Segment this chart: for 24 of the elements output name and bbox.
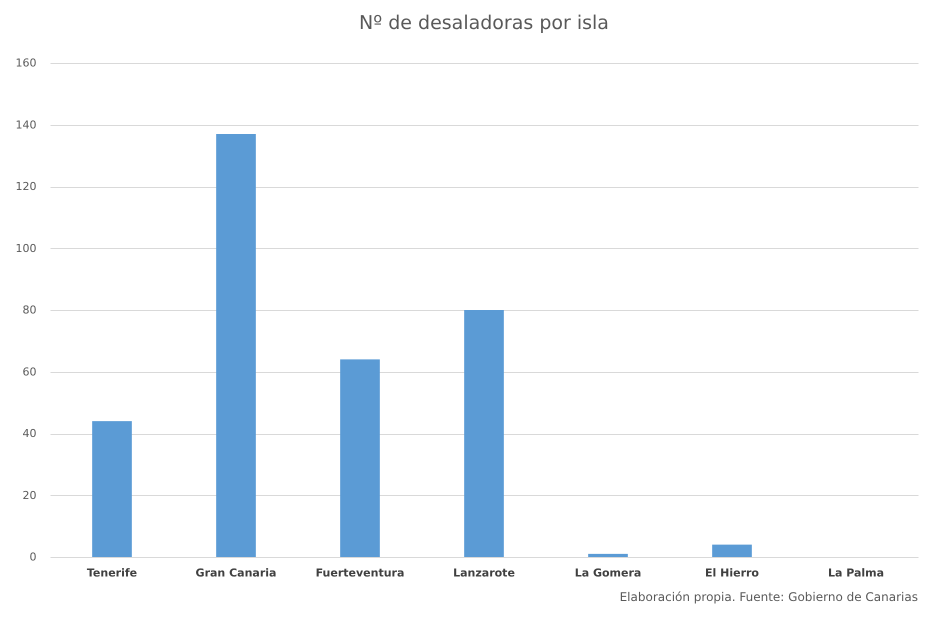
chart-title: Nº de desaladoras por isla: [359, 12, 609, 34]
x-tick-label: El Hierro: [705, 566, 760, 580]
y-tick-label: 20: [22, 488, 36, 502]
x-tick-label: Gran Canaria: [196, 566, 276, 580]
y-tick-label: 80: [22, 304, 36, 316]
bar: [92, 421, 132, 557]
text: Elaboración propia. Fuente: Gobierno de Canarias: [620, 590, 918, 604]
y-tick-label: 60: [22, 365, 36, 378]
bar: [216, 134, 256, 557]
bar: [340, 359, 380, 557]
y-tick-label: 100: [16, 242, 36, 255]
bar: [712, 544, 752, 557]
y-tick-label: 40: [22, 427, 36, 440]
x-tick-label: Lanzarote: [453, 566, 515, 580]
bar: [588, 554, 628, 557]
x-tick-label: Tenerife: [86, 566, 138, 580]
x-tick-label: La Gomera: [574, 566, 642, 580]
bar: [464, 310, 504, 557]
y-tick-label: 0: [30, 550, 36, 564]
x-tick-label: La Palma: [828, 566, 884, 580]
y-tick-label: 160: [16, 56, 36, 70]
y-tick-label: 120: [16, 180, 36, 193]
y-tick-label: 140: [16, 118, 36, 132]
x-tick-label: Fuerteventura: [316, 566, 404, 580]
